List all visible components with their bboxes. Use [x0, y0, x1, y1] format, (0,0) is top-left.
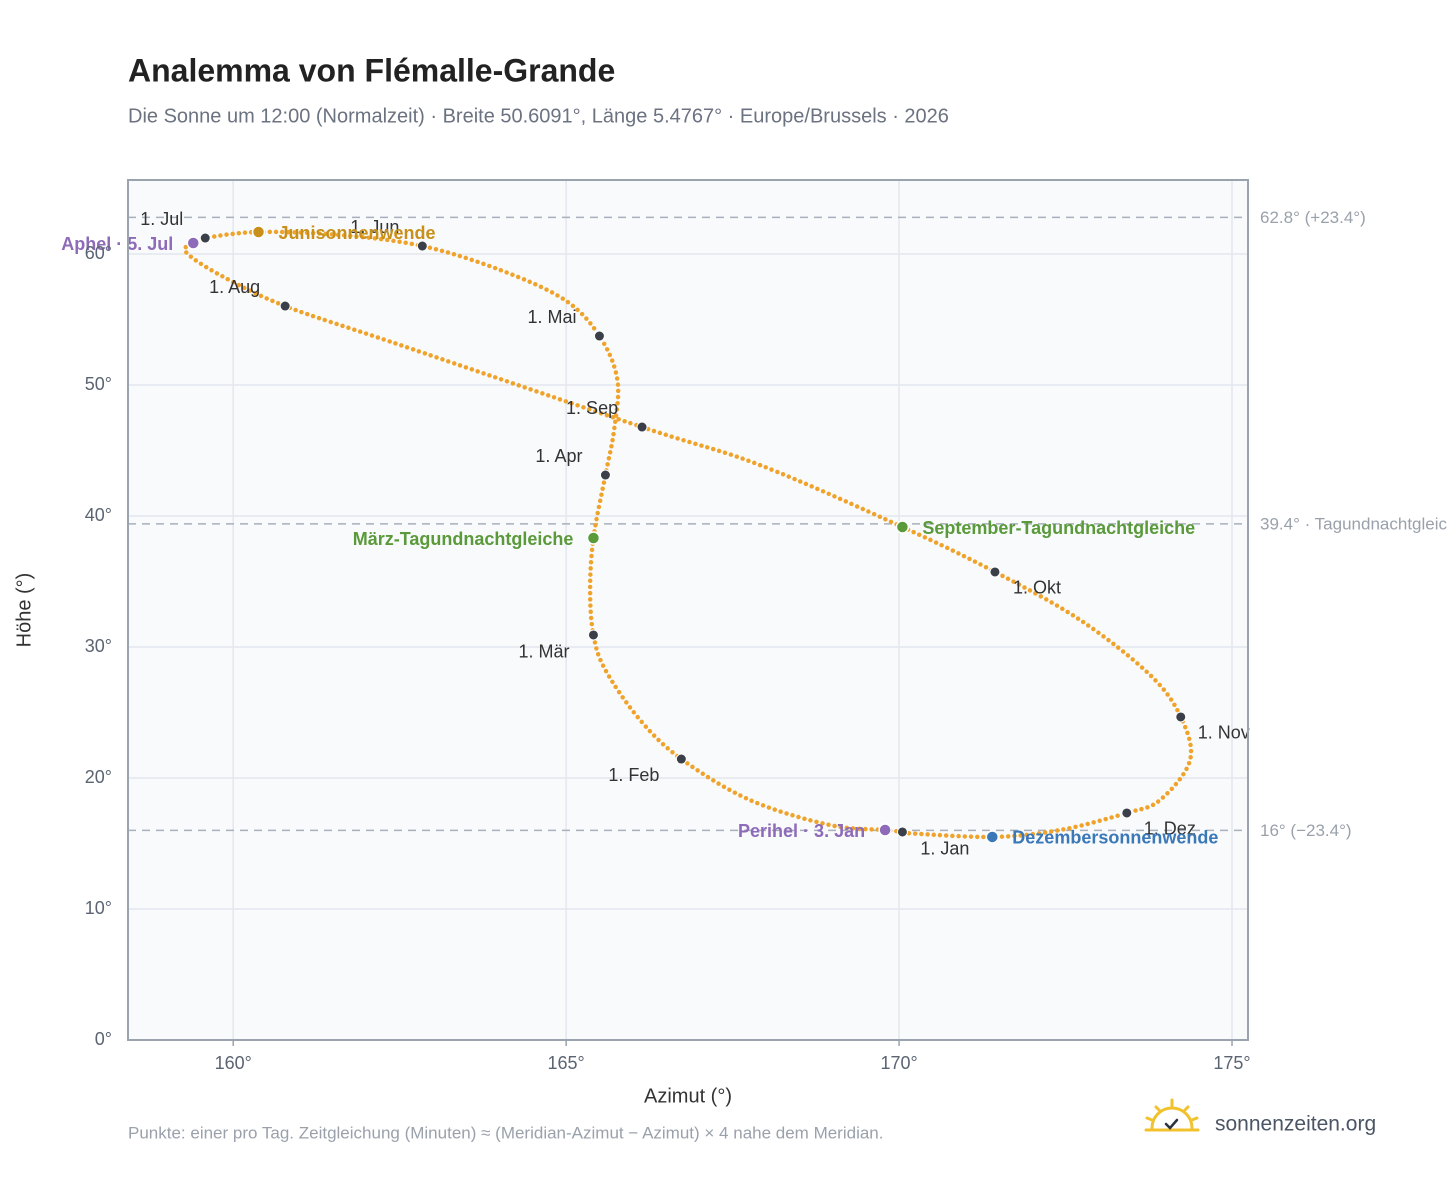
- month-point: [279, 300, 291, 312]
- brand-logo: [1144, 1098, 1200, 1132]
- month-point: [416, 240, 428, 252]
- month-label: 1. Sep: [566, 398, 618, 418]
- y-tick-label: 10°: [85, 898, 112, 918]
- month-label: 1. Okt: [1013, 578, 1061, 598]
- event-label: Aphel · 5. Jul: [61, 234, 173, 254]
- month-point: [1175, 711, 1187, 723]
- month-point: [587, 629, 599, 641]
- month-point: [593, 330, 605, 342]
- event-point: [186, 236, 201, 250]
- month-label: 1. Nov: [1198, 723, 1250, 743]
- month-label: 1. Dez: [1144, 819, 1196, 839]
- reference-label: 39.4° · Tagundnachtgleiche: [1260, 514, 1448, 533]
- x-axis-label: Azimut (°): [644, 1085, 732, 1107]
- month-label: 1. Mai: [527, 307, 576, 327]
- event-label: Perihel · 3. Jan: [738, 821, 865, 841]
- event-point: [895, 520, 910, 534]
- event-label: März-Tagundnachtgleiche: [353, 529, 574, 549]
- event-point: [586, 531, 601, 545]
- y-axis-label: Höhe (°): [13, 573, 35, 648]
- event-point: [878, 823, 892, 837]
- x-tick-label: 165°: [548, 1053, 585, 1073]
- event-label: Junisonnenwende: [279, 223, 436, 243]
- event-label: September-Tagundnachtgleiche: [922, 518, 1195, 538]
- marks: 1. Jan 1. Feb 1. Mär 1. Apr 1. Mai 1. Jun 1. J…: [61, 209, 1250, 859]
- month-point: [1121, 807, 1133, 819]
- month-label: 1. Aug: [209, 277, 260, 297]
- month-label: 1. Jul: [140, 209, 183, 229]
- month-label: 1. Jun: [350, 217, 399, 237]
- y-tick-label: 20°: [85, 767, 112, 787]
- month-point: [599, 469, 611, 481]
- month-label: 1. Feb: [608, 765, 659, 785]
- reference-label: 16° (−23.4°): [1260, 821, 1352, 840]
- y-tick-label: 60°: [85, 243, 112, 263]
- reference-label: 62.8° (+23.4°): [1260, 208, 1366, 227]
- y-tick-label: 0°: [95, 1029, 112, 1049]
- x-tick-label: 160°: [215, 1053, 252, 1073]
- month-point: [896, 826, 908, 838]
- month-point: [199, 232, 211, 244]
- event-point: [251, 225, 266, 239]
- month-label: 1. Apr: [535, 446, 582, 466]
- chart-title: Analemma von Flémalle-Grande: [128, 52, 615, 88]
- x-tick-label: 175°: [1213, 1053, 1250, 1073]
- x-tick-label: 170°: [880, 1053, 917, 1073]
- month-point: [636, 421, 648, 433]
- month-label: 1. Mär: [518, 642, 569, 662]
- event-label: Dezembersonnenwende: [1012, 828, 1218, 848]
- plot-frame: [127, 179, 1249, 1041]
- chart-subtitle: Die Sonne um 12:00 (Normalzeit) · Breite…: [128, 105, 949, 127]
- event-point: [985, 830, 1000, 844]
- brand: sonnenzeiten.org: [1215, 1113, 1376, 1136]
- month-point: [675, 753, 687, 765]
- y-tick-label: 50°: [85, 374, 112, 394]
- y-tick-label: 40°: [85, 505, 112, 525]
- y-tick-label: 30°: [85, 636, 112, 656]
- footnote: Punkte: einer pro Tag. Zeitgleichung (Mi…: [128, 1123, 884, 1142]
- month-label: 1. Jan: [920, 839, 969, 859]
- month-point: [989, 566, 1001, 578]
